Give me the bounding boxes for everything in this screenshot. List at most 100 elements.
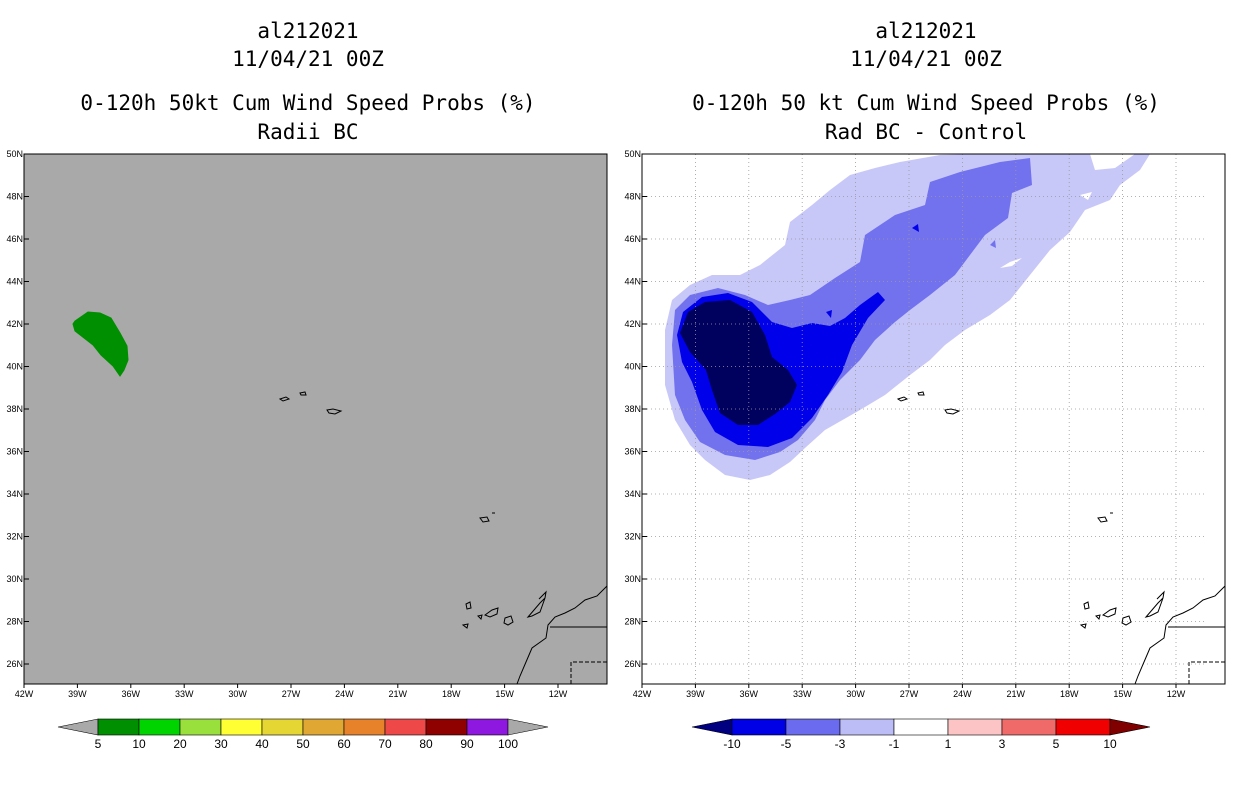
colorbar-segment [1055, 718, 1111, 736]
colorbar-label: 70 [378, 737, 392, 751]
colorbar-end-right [507, 718, 549, 736]
lat-tick-label: 30N [6, 574, 23, 584]
colorbar-label: 1 [945, 737, 952, 751]
colorbar-segment [343, 718, 386, 736]
colorbar-segment [220, 718, 263, 736]
lat-tick-label: 34N [624, 489, 641, 499]
lon-tick-label: 33W [793, 689, 812, 699]
left-colorbar: 5 10 20 30 40 50 60 70 80 90 100 [57, 718, 549, 751]
colorbar-segment [466, 718, 509, 736]
colorbar-segment [302, 718, 345, 736]
colorbar-segment [1001, 718, 1057, 736]
lat-tick-label: 36N [6, 447, 23, 457]
right-contour-minus10 [680, 300, 797, 425]
lon-tick-label: 21W [1007, 689, 1026, 699]
colorbar-label: 10 [1103, 737, 1117, 751]
colorbar-label: 10 [132, 737, 146, 751]
left-axis-ticks: 42W 39W 36W 33W 30W 27W 24W 21W 18W 15W 12W 50N 48N 4… [6, 149, 567, 699]
right-colorbar: -10 -5 -3 -1 1 3 5 10 [691, 718, 1151, 751]
lon-tick-label: 36W [740, 689, 759, 699]
left-map-content [72, 311, 607, 684]
colorbar-end-left [691, 718, 733, 736]
lat-tick-label: 50N [6, 149, 23, 159]
right-title-line-1: al212021 [875, 19, 976, 43]
lon-tick-label: 12W [549, 689, 568, 699]
left-title-line-3: 0-120h 50kt Cum Wind Speed Probs (%) [80, 91, 535, 115]
colorbar-label: -10 [723, 737, 741, 751]
lat-tick-label: 32N [6, 532, 23, 542]
right-title-line-3: 0-120h 50 kt Cum Wind Speed Probs (%) [692, 91, 1160, 115]
colorbar-label: 40 [255, 737, 269, 751]
lon-tick-label: 33W [175, 689, 194, 699]
lon-tick-label: 30W [228, 689, 247, 699]
right-contour-small-2 [826, 310, 832, 318]
colorbar-label: 100 [498, 737, 518, 751]
lat-tick-label: 40N [624, 362, 641, 372]
lon-tick-label: 42W [15, 689, 34, 699]
lat-tick-label: 28N [624, 617, 641, 627]
lat-tick-label: 44N [624, 277, 641, 287]
colorbar-segment [839, 718, 895, 736]
colorbar-label: -1 [889, 737, 900, 751]
lon-tick-label: 21W [389, 689, 408, 699]
right-map-frame [641, 153, 1226, 685]
colorbar-segment [179, 718, 222, 736]
right-grid [642, 154, 1206, 684]
lat-tick-label: 38N [6, 404, 23, 414]
lon-tick-label: 27W [282, 689, 301, 699]
lat-tick-label: 32N [624, 532, 641, 542]
lat-tick-label: 26N [6, 659, 23, 669]
lat-tick-label: 36N [624, 447, 641, 457]
colorbar-label: 60 [337, 737, 351, 751]
lon-tick-label: 18W [442, 689, 461, 699]
right-axis-ticks: 42W 39W 36W 33W 30W 27W 24W 21W 18W 15W 12W 50N 48N 4… [624, 149, 1185, 699]
colorbar-label: -3 [835, 737, 846, 751]
lon-tick-label: 39W [68, 689, 87, 699]
lat-tick-label: 46N [6, 234, 23, 244]
colorbar-segment [138, 718, 181, 736]
lon-tick-label: 42W [633, 689, 652, 699]
right-contour-hole-2 [1080, 192, 1092, 200]
lon-tick-label: 15W [1113, 689, 1132, 699]
lon-tick-label: 39W [686, 689, 705, 699]
colorbar-label: 30 [214, 737, 228, 751]
lat-tick-label: 42N [624, 319, 641, 329]
colorbar-segment [947, 718, 1003, 736]
right-title-line-2: 11/04/21 00Z [850, 47, 1002, 71]
colorbar-segment [785, 718, 841, 736]
colorbar-segment [384, 718, 427, 736]
lat-tick-label: 30N [624, 574, 641, 584]
lat-tick-label: 44N [6, 277, 23, 287]
colorbar-end-left [57, 718, 99, 736]
lon-tick-label: 24W [335, 689, 354, 699]
colorbar-end-right [1109, 718, 1151, 736]
lon-tick-label: 12W [1167, 689, 1186, 699]
colorbar-label: 80 [419, 737, 433, 751]
right-contour-hole-3 [990, 240, 996, 248]
lon-tick-label: 24W [953, 689, 972, 699]
lat-tick-label: 34N [6, 489, 23, 499]
lat-tick-label: 26N [624, 659, 641, 669]
left-map-background [24, 154, 607, 684]
colorbar-segment [261, 718, 304, 736]
colorbar-label: 20 [173, 737, 187, 751]
lat-tick-label: 40N [6, 362, 23, 372]
colorbar-label: 50 [296, 737, 310, 751]
lat-tick-label: 42N [6, 319, 23, 329]
colorbar-segment [731, 718, 787, 736]
left-map-frame [23, 153, 608, 685]
right-contour-hole-1 [1000, 258, 1022, 268]
lon-tick-label: 36W [122, 689, 141, 699]
lon-tick-label: 27W [900, 689, 919, 699]
colorbar-label: 5 [95, 737, 102, 751]
colorbar-segment [97, 718, 140, 736]
panel-right: al212021 11/04/21 00Z 0-120h 50 kt Cum W… [624, 19, 1226, 751]
right-map-content [642, 154, 1225, 684]
left-title-line-1: al212021 [257, 19, 358, 43]
lon-tick-label: 30W [846, 689, 865, 699]
lat-tick-label: 28N [6, 617, 23, 627]
lon-tick-label: 18W [1060, 689, 1079, 699]
lon-tick-label: 15W [495, 689, 514, 699]
lat-tick-label: 38N [624, 404, 641, 414]
